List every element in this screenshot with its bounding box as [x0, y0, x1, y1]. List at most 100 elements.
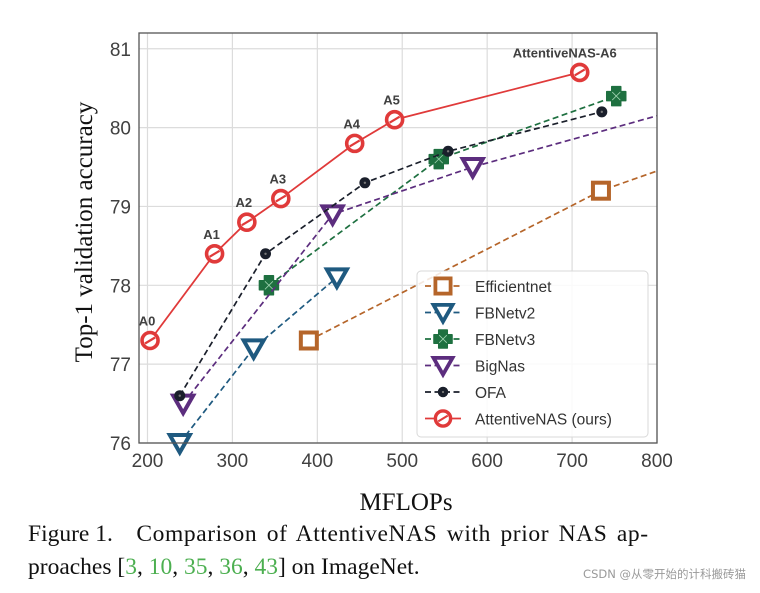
- y-tick-label: 81: [110, 40, 131, 61]
- data-point: [258, 275, 280, 296]
- triangle-marker: [430, 302, 456, 326]
- data-point: [459, 157, 487, 181]
- data-point: [140, 330, 160, 351]
- series-fbnetv2: [166, 267, 351, 457]
- legend-entry: OFA: [425, 385, 507, 402]
- citation-link[interactable]: 36: [219, 554, 243, 580]
- data-point: [260, 248, 272, 260]
- citation-link[interactable]: 35: [183, 554, 208, 580]
- dot-center: [446, 150, 450, 153]
- circle-marker-stroke: [437, 414, 449, 423]
- legend-entry: AttentiveNAS (ours): [425, 409, 612, 429]
- point-label: A2: [236, 195, 253, 210]
- legend-entry: FBNetv3: [425, 329, 535, 349]
- circle-marker-stroke: [349, 139, 361, 148]
- circle-marker-stroke: [209, 249, 221, 258]
- caption-text-1: Comparison of AttentiveNAS with prior NA…: [136, 521, 649, 547]
- data-point: [384, 109, 405, 130]
- dot-center: [441, 390, 445, 394]
- square-marker: [298, 330, 319, 351]
- caption-line-2: proaches [3, 10, 35, 36, 43] on ImageNet…: [28, 554, 420, 580]
- x-tick-label: 400: [301, 451, 333, 472]
- dot-center: [178, 394, 181, 397]
- point-label: A3: [270, 172, 287, 187]
- legend-label: FBNetv3: [475, 332, 535, 349]
- x-glyph: [264, 281, 274, 290]
- data-point: [605, 85, 627, 107]
- data-point: [298, 330, 319, 351]
- citation-link[interactable]: 10: [148, 554, 173, 580]
- data-point: [237, 212, 257, 233]
- series-ofa: [174, 106, 608, 402]
- legend-label: AttentiveNAS (ours): [475, 412, 612, 429]
- point-label: A4: [343, 116, 360, 131]
- legend-label: BigNas: [475, 359, 525, 376]
- square-marker: [590, 180, 611, 201]
- triangle-marker: [240, 338, 268, 362]
- x-glyph: [611, 91, 621, 101]
- dot-center: [600, 110, 604, 114]
- x-tick-label: 700: [556, 451, 588, 472]
- data-point: [166, 433, 194, 457]
- circle-marker-stroke: [275, 194, 287, 203]
- data-point: [319, 204, 347, 228]
- x-tick-label: 800: [641, 451, 673, 472]
- triangle-marker: [459, 157, 487, 181]
- point-label: A5: [383, 93, 400, 108]
- ticks: 200 300 400 500 600 700 800 76 77 78 79 80 81: [110, 40, 673, 472]
- legend-label: Efficientnet: [475, 279, 552, 296]
- legend-label: OFA: [475, 385, 507, 402]
- y-axis-title: Top-1 validation accuracy: [71, 101, 98, 362]
- dot-center: [264, 252, 267, 255]
- data-point: [359, 177, 371, 189]
- y-tick-label: 77: [110, 355, 131, 376]
- legend-entry: FBNetv2: [425, 302, 535, 326]
- point-labels: A0 A1 A2 A3 A4 A5 AttentiveNAS-A6: [139, 45, 617, 328]
- chart: A0 A1 A2 A3 A4 A5 AttentiveNAS-A6 200 300 400 500…: [71, 32, 673, 516]
- citation-link[interactable]: 43: [254, 554, 278, 580]
- watermark: CSDN @从零开始的计科搬砖猫: [583, 567, 746, 581]
- data-point: [174, 390, 186, 402]
- citation-link[interactable]: 3: [125, 554, 137, 580]
- data-point: [204, 243, 225, 264]
- point-label: A0: [139, 314, 156, 329]
- x-tick-label: 600: [471, 451, 503, 472]
- triangle-marker: [430, 355, 456, 379]
- legend-entry: BigNas: [425, 355, 525, 379]
- data-point: [240, 338, 268, 362]
- data-point: [569, 62, 590, 83]
- y-tick-label: 76: [110, 434, 131, 455]
- series-attentivenas-ours: [140, 62, 590, 351]
- caption-text-2-end: ] on ImageNet.: [277, 554, 420, 580]
- legend: Efficientnet FBNetv2 FBNetv3 BigNas OFA Atten…: [416, 270, 649, 438]
- series-line: [269, 96, 616, 285]
- series-layer: [140, 62, 657, 457]
- y-tick-label: 78: [110, 276, 131, 297]
- legend-entry: Efficientnet: [425, 276, 552, 296]
- x-axis-title: MFLOPs: [359, 489, 452, 516]
- data-point: [596, 106, 608, 118]
- data-point: [442, 145, 454, 157]
- circle-marker-stroke: [144, 336, 156, 345]
- series-efficientnet: [298, 171, 657, 351]
- point-label: A1: [203, 227, 220, 242]
- legend-label: FBNetv2: [475, 306, 535, 323]
- data-point: [344, 133, 365, 154]
- caption-prefix: Figure 1.: [28, 521, 113, 547]
- circle-marker-stroke: [574, 68, 586, 77]
- square-marker: [433, 276, 453, 296]
- x-tick-label: 200: [132, 451, 164, 472]
- circle-marker-stroke: [389, 115, 401, 124]
- x-tick-label: 300: [217, 451, 249, 472]
- triangle-marker: [323, 267, 351, 291]
- triangle-marker: [166, 433, 194, 457]
- circle-marker-stroke: [241, 218, 253, 227]
- y-tick-label: 79: [110, 197, 131, 218]
- x-glyph: [438, 334, 448, 344]
- y-tick-label: 80: [110, 119, 131, 140]
- point-label: AttentiveNAS-A6: [513, 45, 617, 60]
- figure-caption: Figure 1. Comparison of AttentiveNAS wit…: [28, 518, 728, 584]
- caption-line-1: Figure 1. Comparison of AttentiveNAS wit…: [28, 518, 728, 551]
- series-fbnetv3: [258, 85, 627, 296]
- triangle-marker: [319, 204, 347, 228]
